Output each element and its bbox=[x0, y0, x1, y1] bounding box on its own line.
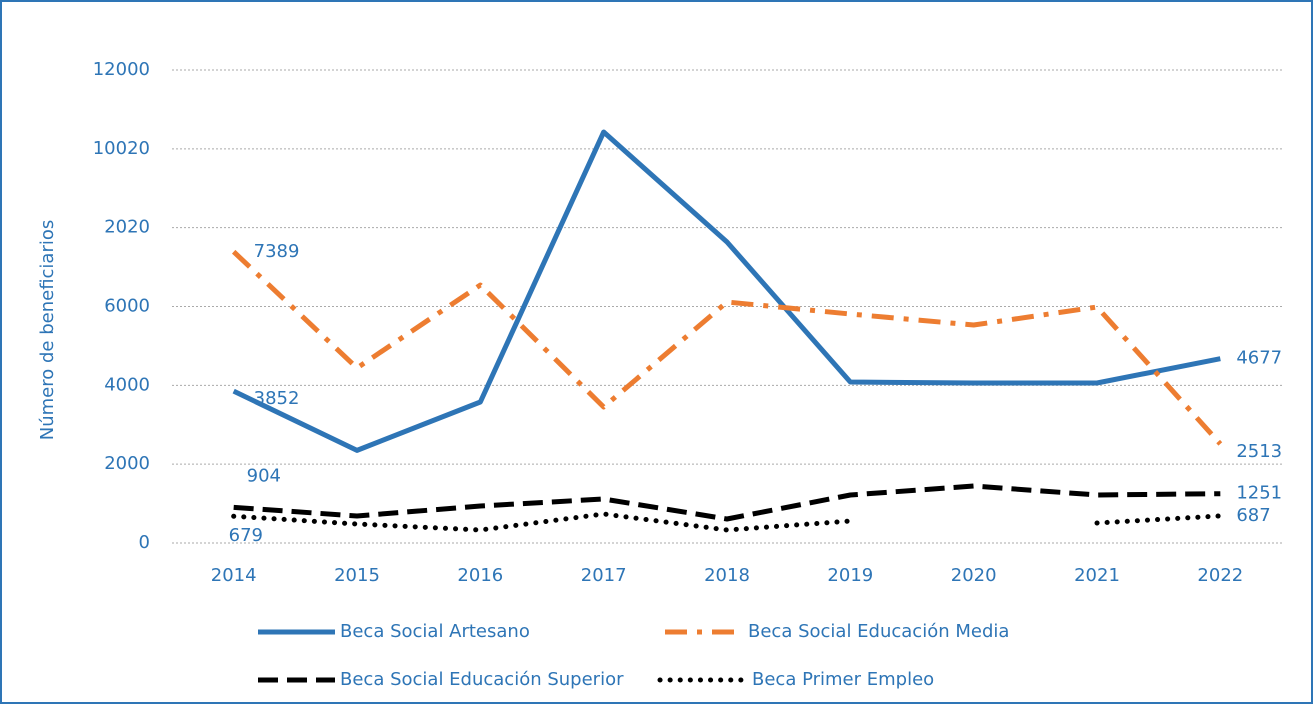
x-tick-label: 2015 bbox=[334, 565, 380, 586]
y-tick-label: 4000 bbox=[104, 374, 150, 395]
y-tick-label: 0 bbox=[139, 532, 150, 553]
y-tick-label: 12000 bbox=[93, 59, 150, 80]
x-tick-label: 2021 bbox=[1074, 565, 1120, 586]
series-line bbox=[1094, 513, 1223, 526]
y-tick-label: 6000 bbox=[104, 296, 150, 317]
data-label: 687 bbox=[1236, 505, 1270, 526]
legend: Beca Social Artesano Beca Social Educació… bbox=[258, 621, 1009, 690]
data-label: 7389 bbox=[254, 241, 300, 262]
y-tick-label: 2000 bbox=[104, 453, 150, 474]
series-line bbox=[231, 511, 853, 533]
y-tick-label: 2020 bbox=[104, 217, 150, 238]
x-tick-label: 2022 bbox=[1197, 565, 1243, 586]
legend-label: Beca Social Educación Superior bbox=[340, 669, 624, 690]
data-label: 4677 bbox=[1236, 348, 1282, 369]
y-tick-label: 10020 bbox=[93, 138, 150, 159]
data-label: 2513 bbox=[1236, 441, 1282, 462]
series-line bbox=[233, 483, 1221, 522]
x-tick-label: 2014 bbox=[211, 565, 257, 586]
data-label: 3852 bbox=[254, 388, 300, 409]
data-label: 904 bbox=[247, 465, 281, 486]
x-tick-label: 2018 bbox=[704, 565, 750, 586]
legend-label: Beca Social Educación Media bbox=[748, 621, 1009, 642]
x-tick-label: 2019 bbox=[827, 565, 873, 586]
x-tick-label: 2020 bbox=[951, 565, 997, 586]
x-tick-label: 2017 bbox=[581, 565, 627, 586]
legend-label: Beca Primer Empleo bbox=[752, 669, 934, 690]
legend-label: Beca Social Artesano bbox=[340, 621, 530, 642]
data-label: 679 bbox=[229, 525, 263, 546]
series-line bbox=[232, 129, 1221, 453]
data-label: 1251 bbox=[1236, 483, 1282, 504]
x-tick-label: 2016 bbox=[457, 565, 503, 586]
y-axis-label: Número de beneficiarios bbox=[37, 220, 58, 440]
